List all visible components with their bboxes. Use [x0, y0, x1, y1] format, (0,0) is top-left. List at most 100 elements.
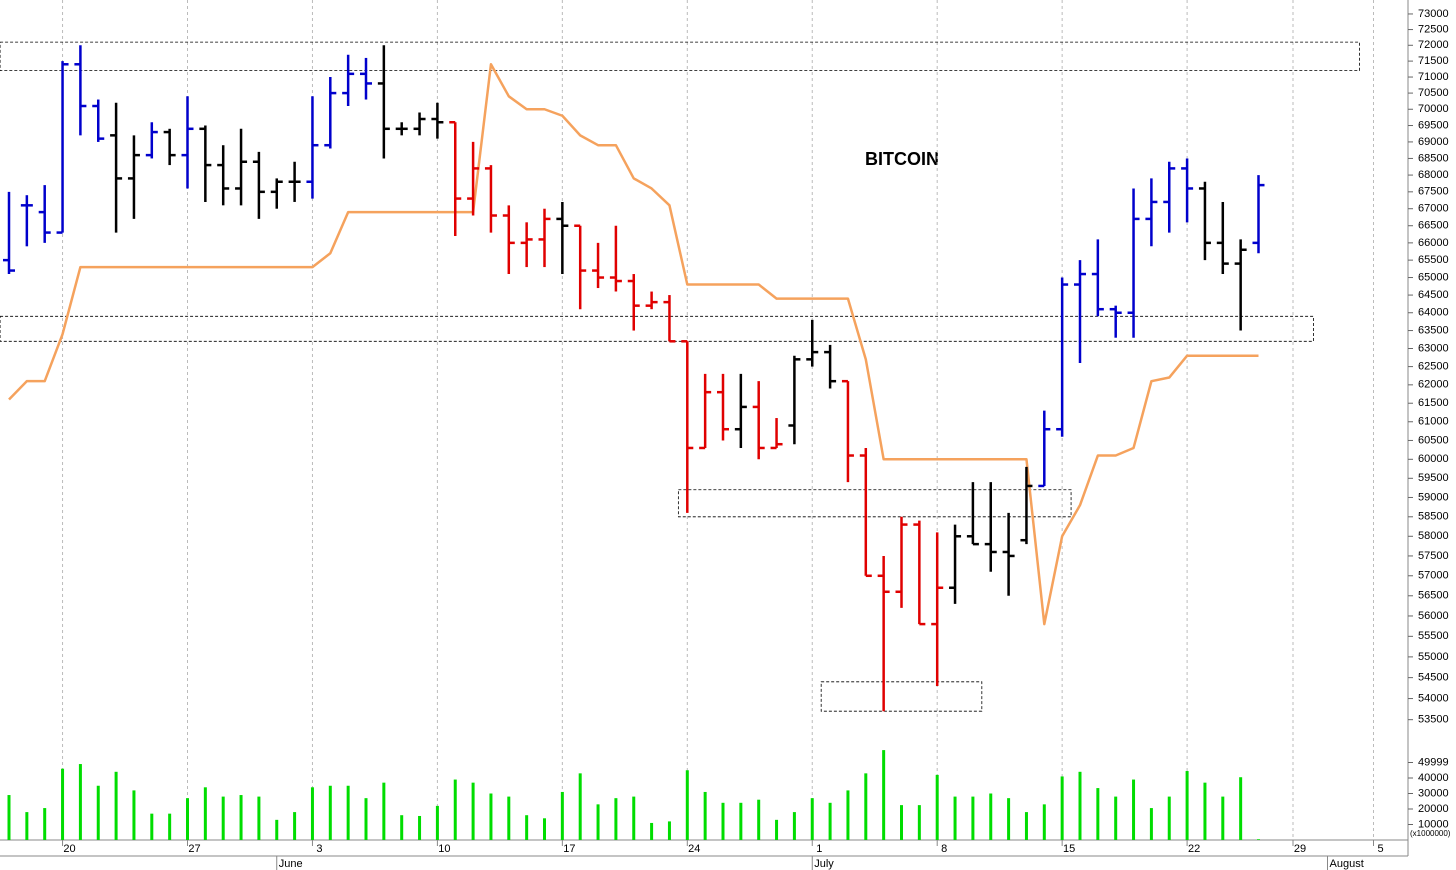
volume-bar	[1185, 771, 1189, 840]
volume-tick-label: 30000	[1418, 787, 1449, 799]
month-label: August	[1330, 858, 1364, 870]
volume-bar	[168, 813, 172, 840]
volume-bar	[275, 819, 279, 840]
volume-bar	[1060, 776, 1064, 840]
volume-bar	[882, 750, 886, 840]
y-tick-label: 59500	[1418, 472, 1449, 484]
volume-bar	[150, 813, 154, 840]
volume-bar	[864, 773, 868, 840]
volume-bar	[239, 795, 243, 840]
y-tick-label: 54000	[1418, 692, 1449, 704]
volume-tick-label: 40000	[1418, 772, 1449, 784]
volume-bar	[310, 787, 314, 840]
month-label: July	[814, 858, 834, 870]
y-tick-label: 65000	[1418, 271, 1449, 283]
volume-bar	[328, 785, 332, 840]
volume-tick-label: 20000	[1418, 803, 1449, 815]
volume-bar	[257, 796, 261, 840]
volume-bar	[96, 785, 100, 840]
y-tick-label: 64500	[1418, 289, 1449, 301]
volume-unit-label: (x1000000)	[1410, 829, 1451, 838]
volume-tick-label: 10000	[1418, 818, 1449, 830]
y-tick-label: 68500	[1418, 152, 1449, 164]
volume-bar	[453, 779, 457, 840]
volume-bar	[935, 774, 939, 840]
y-tick-label: 62500	[1418, 361, 1449, 373]
volume-bar	[1132, 779, 1136, 840]
volume-bar	[489, 793, 493, 840]
volume-bar	[25, 812, 29, 840]
volume-bar	[667, 821, 671, 840]
y-tick-label: 63000	[1418, 342, 1449, 354]
volume-bar	[43, 808, 47, 840]
volume-bar	[1078, 771, 1082, 840]
volume-bar	[632, 796, 636, 840]
x-tick-label: 15	[1063, 843, 1075, 855]
volume-bar	[543, 818, 546, 840]
y-tick-label: 58000	[1418, 530, 1449, 542]
x-tick-label: 1	[816, 843, 822, 855]
volume-bar	[61, 768, 65, 840]
volume-bar	[400, 815, 404, 840]
y-tick-label: 71000	[1418, 71, 1449, 83]
volume-bar	[739, 802, 743, 840]
volume-bar	[525, 815, 529, 840]
y-tick-label: 56000	[1418, 610, 1449, 622]
y-tick-label: 72000	[1418, 39, 1449, 51]
volume-bar	[293, 812, 297, 840]
y-tick-label: 65500	[1418, 254, 1449, 266]
y-tick-label: 71500	[1418, 55, 1449, 67]
volume-bar	[971, 796, 975, 840]
x-tick-label: 20	[63, 843, 75, 855]
y-tick-label: 66500	[1418, 220, 1449, 232]
y-tick-label: 56500	[1418, 590, 1449, 602]
x-tick-label: 24	[688, 843, 700, 855]
volume-bar	[1221, 796, 1225, 840]
zone	[0, 315, 1314, 342]
y-tick-label: 55000	[1418, 651, 1449, 663]
volume-bar	[1149, 808, 1153, 840]
volume-bar	[757, 799, 761, 840]
volume-bar	[917, 805, 921, 840]
volume-bar	[1167, 796, 1171, 840]
y-tick-label: 72500	[1418, 23, 1449, 35]
volume-bar	[828, 802, 832, 840]
y-tick-label: 57500	[1418, 550, 1449, 562]
volume-bar	[846, 790, 850, 840]
x-tick-label: 5	[1377, 843, 1383, 855]
y-tick-label: 53500	[1418, 714, 1449, 726]
volume-bar	[596, 804, 600, 840]
volume-bar	[721, 802, 725, 840]
y-tick-label: 63500	[1418, 324, 1449, 336]
volume-bar	[703, 791, 707, 840]
volume-bar	[186, 798, 189, 840]
volume-bar	[114, 771, 118, 840]
zone	[0, 41, 1360, 72]
volume-bar	[1239, 777, 1243, 840]
volume-bar	[953, 796, 957, 840]
y-tick-label: 69500	[1418, 119, 1449, 131]
y-tick-label: 64000	[1418, 307, 1449, 319]
volume-bar	[221, 796, 225, 840]
volume-bar	[1096, 788, 1100, 840]
volume-bar	[203, 787, 207, 840]
y-tick-label: 62000	[1418, 379, 1449, 391]
x-tick-label: 17	[563, 843, 575, 855]
volume-bar	[775, 819, 779, 840]
volume-bar	[900, 805, 903, 840]
chart-title: BITCOIN	[865, 149, 939, 169]
volume-bar	[1042, 804, 1046, 840]
stop-line	[8, 63, 1259, 626]
volume-bar	[578, 773, 582, 840]
y-tick-label: 57000	[1418, 570, 1449, 582]
y-tick-label: 61500	[1418, 397, 1449, 409]
volume-bar	[364, 798, 368, 840]
y-tick-label: 66000	[1418, 237, 1449, 249]
y-tick-label: 60000	[1418, 453, 1449, 465]
y-tick-label: 55500	[1418, 630, 1449, 642]
y-tick-label: 59000	[1418, 491, 1449, 503]
y-tick-label: 60500	[1418, 434, 1449, 446]
volume-bar	[614, 798, 618, 840]
volume-bar	[1024, 812, 1028, 840]
